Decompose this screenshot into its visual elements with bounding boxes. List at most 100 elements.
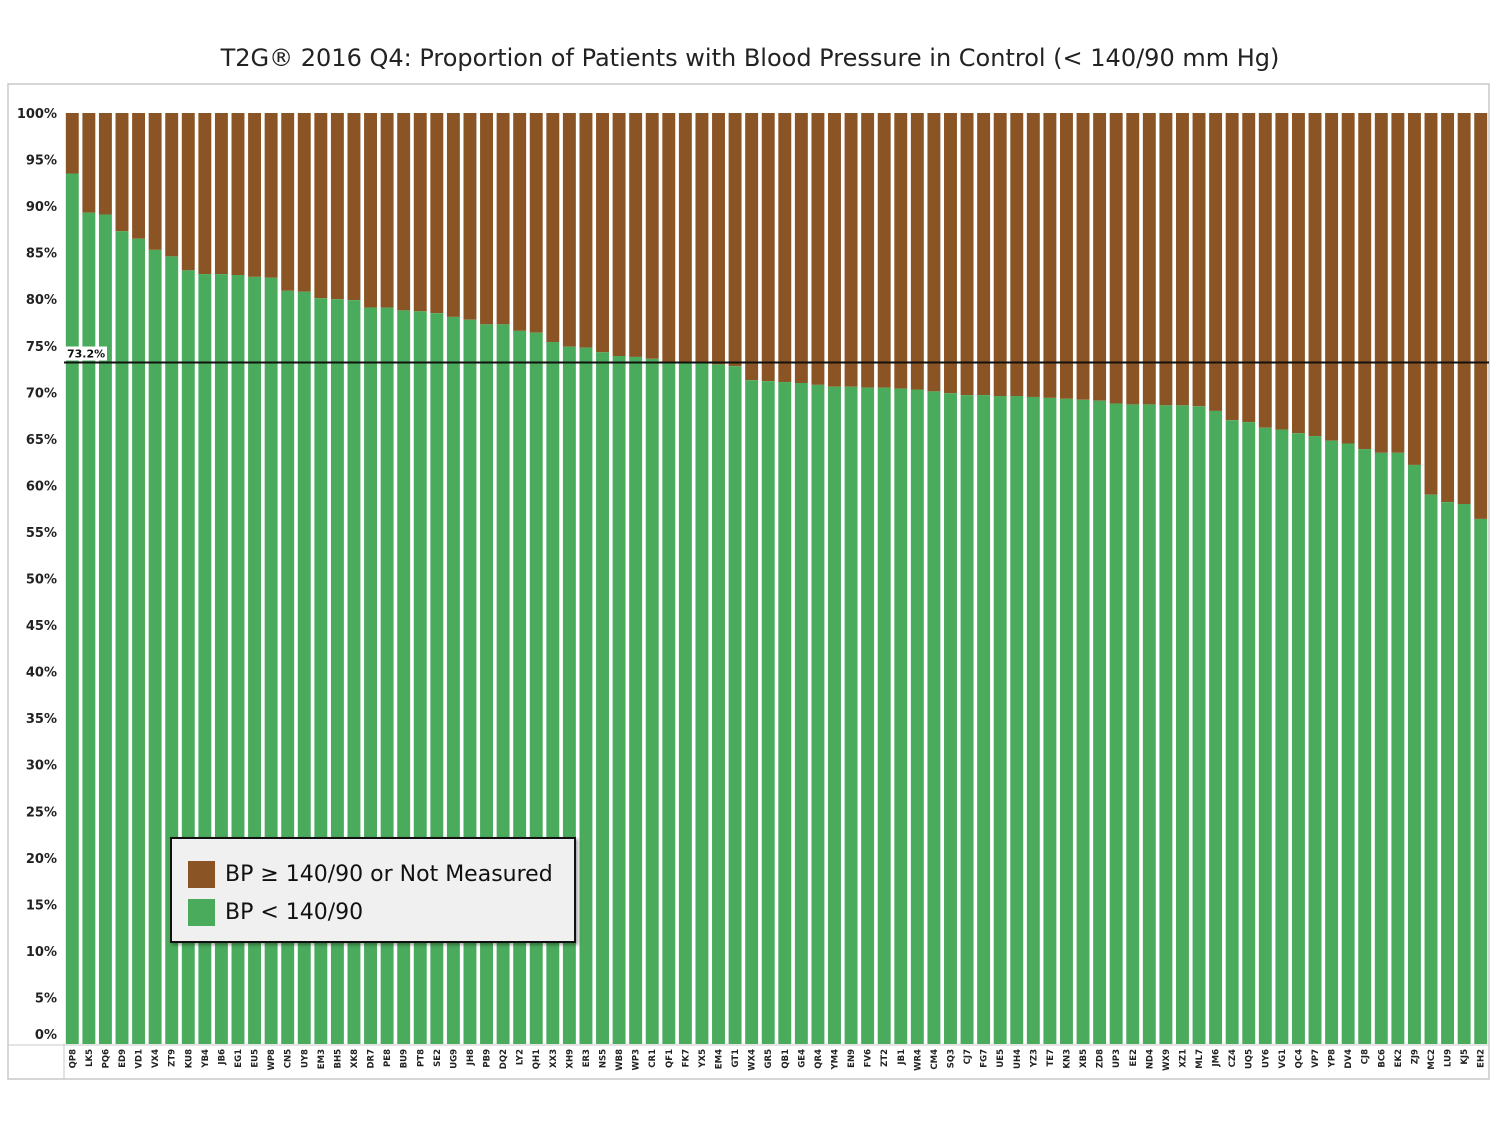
x-tick-label: KU8 bbox=[184, 1049, 194, 1068]
x-tick-label: EH2 bbox=[1477, 1049, 1487, 1068]
bar-not-controlled bbox=[1159, 113, 1173, 406]
bar-not-controlled bbox=[1474, 113, 1488, 519]
bar-not-controlled bbox=[1341, 113, 1355, 444]
x-tick-label: ZD8 bbox=[1096, 1049, 1106, 1068]
x-tick-label: UH4 bbox=[1013, 1049, 1023, 1069]
bar-not-controlled bbox=[1109, 113, 1123, 404]
bar-controlled bbox=[1275, 429, 1289, 1044]
bar-controlled bbox=[115, 231, 129, 1044]
x-tick-label: YP8 bbox=[1328, 1049, 1338, 1068]
bar-not-controlled bbox=[1391, 113, 1405, 453]
x-tick-label: CJ8 bbox=[1361, 1049, 1371, 1064]
bar-not-controlled bbox=[496, 113, 510, 325]
bar-not-controlled bbox=[364, 113, 378, 308]
bar-not-controlled bbox=[1175, 113, 1189, 406]
bar-not-controlled bbox=[562, 113, 576, 347]
x-tick-label: KN3 bbox=[1062, 1049, 1072, 1069]
x-tick-label: QF1 bbox=[665, 1049, 675, 1068]
x-tick-label: EM3 bbox=[317, 1049, 327, 1069]
bar-controlled bbox=[977, 395, 991, 1044]
x-tick-label: VP7 bbox=[1311, 1049, 1321, 1068]
bar-not-controlled bbox=[1026, 113, 1040, 397]
bar-controlled bbox=[910, 389, 924, 1045]
bar-controlled bbox=[1192, 406, 1206, 1044]
bar-controlled bbox=[1308, 436, 1322, 1044]
bar-not-controlled bbox=[1010, 113, 1024, 397]
bar-controlled bbox=[1142, 404, 1156, 1044]
x-tick-label: VX4 bbox=[151, 1049, 161, 1068]
x-tick-label: EU5 bbox=[251, 1049, 261, 1068]
bar-not-controlled bbox=[678, 113, 692, 363]
bar-not-controlled bbox=[712, 113, 725, 365]
bar-controlled bbox=[1424, 494, 1438, 1045]
bar-not-controlled bbox=[264, 113, 278, 278]
bar-not-controlled bbox=[1126, 113, 1140, 405]
x-tick-label: BC6 bbox=[1377, 1049, 1387, 1068]
bar-not-controlled bbox=[65, 113, 79, 174]
bar-controlled bbox=[695, 363, 709, 1045]
y-tick-label: 35% bbox=[26, 712, 57, 727]
bar-controlled bbox=[960, 395, 974, 1044]
x-tick-label: DQ2 bbox=[499, 1049, 509, 1069]
bar-controlled bbox=[1159, 405, 1173, 1045]
x-tick-label: EN9 bbox=[847, 1049, 857, 1068]
bar-not-controlled bbox=[993, 113, 1007, 397]
x-tick-label: CN5 bbox=[284, 1049, 294, 1068]
bar-controlled bbox=[1358, 449, 1372, 1044]
bar-not-controlled bbox=[1192, 113, 1206, 407]
bar-not-controlled bbox=[728, 113, 742, 367]
bar-not-controlled bbox=[231, 113, 245, 275]
x-tick-label: QB1 bbox=[781, 1049, 791, 1069]
bar-controlled bbox=[65, 173, 79, 1044]
x-tick-label: MC2 bbox=[1427, 1049, 1437, 1070]
bar-not-controlled bbox=[181, 113, 195, 271]
y-tick-label: 100% bbox=[17, 107, 57, 122]
bar-not-controlled bbox=[198, 113, 212, 275]
x-tick-label: WX4 bbox=[748, 1049, 758, 1071]
legend-item-not-controlled: BP ≥ 140/90 or Not Measured bbox=[188, 861, 553, 888]
y-tick-label: 75% bbox=[26, 340, 57, 355]
y-tick-label: 5% bbox=[35, 991, 57, 1006]
y-tick-label: 40% bbox=[26, 666, 57, 681]
x-tick-label: WB8 bbox=[615, 1049, 625, 1071]
bar-controlled bbox=[1374, 452, 1388, 1044]
y-axis: 0% 5% 10% 15% 20% 25% 30% 35% 40% 45% 50% 55% 60% 65%… bbox=[17, 107, 57, 1043]
y-tick-label: 65% bbox=[26, 433, 57, 448]
x-tick-label: SE2 bbox=[433, 1049, 443, 1067]
bar-not-controlled bbox=[861, 113, 875, 388]
reference-line: 73.2% bbox=[64, 346, 1489, 364]
legend: BP ≥ 140/90 or Not Measured BP < 140/90 bbox=[170, 837, 576, 943]
bar-controlled bbox=[761, 381, 775, 1044]
bar-not-controlled bbox=[828, 113, 841, 387]
bar-not-controlled bbox=[1308, 113, 1322, 437]
bar-not-controlled bbox=[1407, 113, 1421, 465]
x-tick-label: QP8 bbox=[68, 1049, 78, 1068]
bar-controlled bbox=[629, 356, 643, 1044]
bar-not-controlled bbox=[1242, 113, 1256, 423]
bar-not-controlled bbox=[944, 113, 957, 394]
bar-not-controlled bbox=[148, 113, 162, 250]
bar-controlled bbox=[1043, 397, 1057, 1044]
x-tick-label: KJ5 bbox=[1460, 1049, 1470, 1065]
bar-controlled bbox=[944, 393, 957, 1045]
bar-not-controlled bbox=[82, 113, 96, 213]
y-tick-label: 15% bbox=[26, 898, 57, 913]
y-tick-label: 80% bbox=[26, 293, 57, 308]
y-tick-label: 0% bbox=[35, 1028, 57, 1043]
x-axis: QP8 LK5 PQ6 ED9 VD1 VX4 ZT9 KU8 YB4 JB6 EG1 EU5 WP8 C… bbox=[8, 1044, 1489, 1079]
bar-controlled bbox=[1474, 518, 1488, 1044]
bar-not-controlled bbox=[1374, 113, 1388, 453]
bar-controlled bbox=[1441, 502, 1455, 1045]
bar-controlled bbox=[148, 249, 162, 1044]
x-tick-label: QC4 bbox=[1294, 1049, 1304, 1068]
average-label: 73.2% bbox=[67, 348, 105, 361]
x-tick-label: ND4 bbox=[1145, 1049, 1155, 1069]
bar-not-controlled bbox=[1142, 113, 1156, 405]
x-tick-label: EM4 bbox=[715, 1049, 725, 1069]
bar-not-controlled bbox=[1225, 113, 1239, 421]
bar-not-controlled bbox=[165, 113, 179, 257]
x-tick-label: PB9 bbox=[483, 1049, 493, 1068]
bar-not-controlled bbox=[811, 113, 825, 385]
x-tick-label: LY2 bbox=[516, 1049, 526, 1065]
x-tick-label: YX5 bbox=[698, 1049, 708, 1069]
